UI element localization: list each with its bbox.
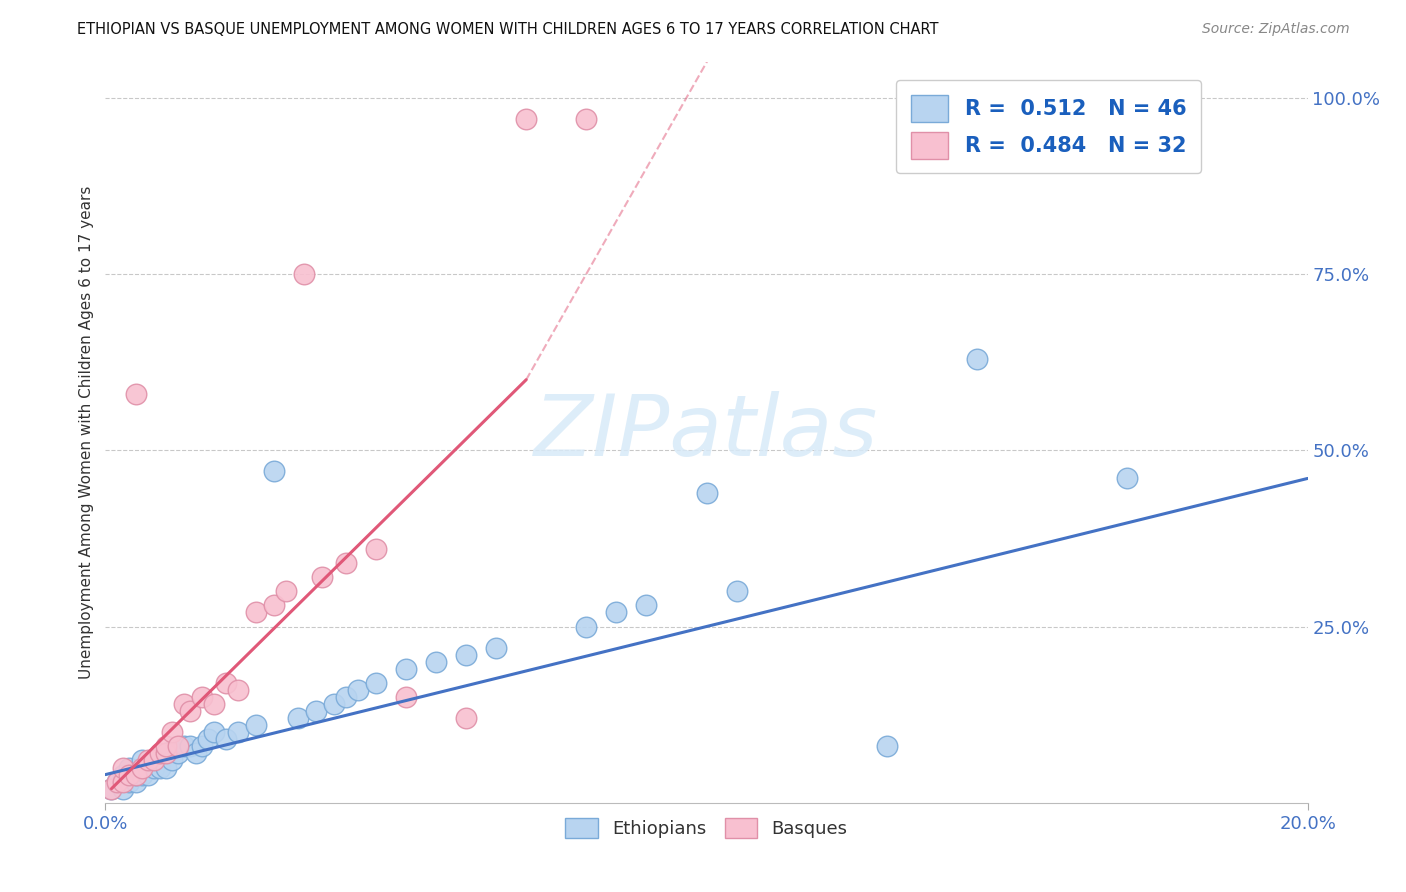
Point xyxy=(364,676,387,690)
Point xyxy=(347,683,370,698)
Point xyxy=(214,676,236,690)
Point xyxy=(118,774,141,789)
Point xyxy=(263,599,285,613)
Point xyxy=(456,711,478,725)
Point xyxy=(155,747,177,761)
Point xyxy=(173,739,195,754)
Point xyxy=(166,739,188,754)
Point xyxy=(112,781,135,796)
Text: Source: ZipAtlas.com: Source: ZipAtlas.com xyxy=(1202,22,1350,37)
Point xyxy=(364,541,387,556)
Point xyxy=(636,599,658,613)
Point xyxy=(142,754,165,768)
Point xyxy=(1116,471,1139,485)
Point xyxy=(725,584,748,599)
Point xyxy=(245,606,267,620)
Point xyxy=(335,690,357,704)
Point xyxy=(179,739,201,754)
Point xyxy=(322,697,344,711)
Point xyxy=(274,584,297,599)
Point xyxy=(226,725,249,739)
Point xyxy=(136,767,159,781)
Point xyxy=(305,704,328,718)
Point xyxy=(142,754,165,768)
Point xyxy=(485,640,508,655)
Point xyxy=(184,747,207,761)
Point xyxy=(197,732,219,747)
Point xyxy=(395,690,418,704)
Point xyxy=(160,725,183,739)
Point xyxy=(131,760,153,774)
Point xyxy=(148,747,170,761)
Point xyxy=(142,760,165,774)
Point xyxy=(100,781,122,796)
Point xyxy=(148,760,170,774)
Text: ETHIOPIAN VS BASQUE UNEMPLOYMENT AMONG WOMEN WITH CHILDREN AGES 6 TO 17 YEARS CO: ETHIOPIAN VS BASQUE UNEMPLOYMENT AMONG W… xyxy=(77,22,939,37)
Point xyxy=(118,767,141,781)
Point xyxy=(107,774,129,789)
Point xyxy=(696,485,718,500)
Y-axis label: Unemployment Among Women with Children Ages 6 to 17 years: Unemployment Among Women with Children A… xyxy=(79,186,94,680)
Point xyxy=(107,774,129,789)
Point xyxy=(456,648,478,662)
Point xyxy=(425,655,447,669)
Point xyxy=(287,711,309,725)
Point xyxy=(245,718,267,732)
Point xyxy=(155,747,177,761)
Point xyxy=(515,112,537,126)
Point xyxy=(335,556,357,570)
Point xyxy=(226,683,249,698)
Point xyxy=(112,774,135,789)
Point xyxy=(100,781,122,796)
Point xyxy=(124,387,146,401)
Point xyxy=(136,754,159,768)
Point xyxy=(190,690,212,704)
Point xyxy=(112,767,135,781)
Point xyxy=(124,767,146,781)
Point xyxy=(202,725,225,739)
Point xyxy=(155,739,177,754)
Point xyxy=(173,697,195,711)
Point xyxy=(575,112,598,126)
Point xyxy=(214,732,236,747)
Point xyxy=(131,767,153,781)
Point xyxy=(292,267,315,281)
Point xyxy=(160,754,183,768)
Legend: Ethiopians, Basques: Ethiopians, Basques xyxy=(558,810,855,846)
Point xyxy=(966,351,988,366)
Point xyxy=(124,767,146,781)
Point xyxy=(311,570,333,584)
Point xyxy=(166,747,188,761)
Text: ZIPatlas: ZIPatlas xyxy=(534,391,879,475)
Point xyxy=(575,619,598,633)
Point xyxy=(202,697,225,711)
Point xyxy=(190,739,212,754)
Point xyxy=(263,464,285,478)
Point xyxy=(179,704,201,718)
Point xyxy=(876,739,898,754)
Point xyxy=(605,606,627,620)
Point xyxy=(395,662,418,676)
Point xyxy=(112,760,135,774)
Point xyxy=(124,774,146,789)
Point xyxy=(155,760,177,774)
Point xyxy=(131,754,153,768)
Point xyxy=(118,760,141,774)
